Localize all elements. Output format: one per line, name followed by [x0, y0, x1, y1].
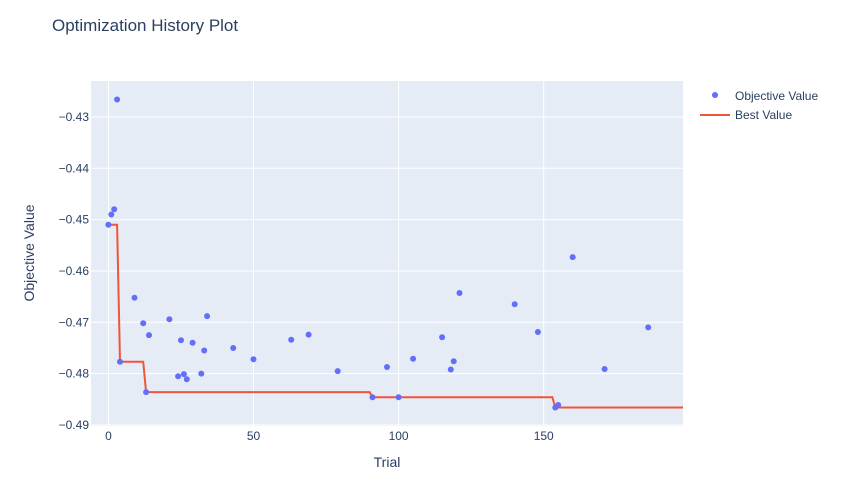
objective-value-point[interactable]	[230, 345, 237, 351]
x-tick-label: 0	[105, 429, 112, 443]
objective-value-point[interactable]	[180, 371, 187, 378]
objective-value-point[interactable]	[131, 294, 138, 301]
objective-value-point[interactable]	[175, 373, 182, 380]
objective-value-point[interactable]	[114, 96, 121, 103]
legend-label-objective: Objective Value	[735, 89, 818, 103]
objective-value-point[interactable]	[178, 337, 184, 344]
y-tick-label: −0.45	[59, 213, 90, 227]
best-value-line	[108, 223, 683, 409]
objective-value-point[interactable]	[140, 320, 147, 327]
objective-value-point[interactable]	[511, 301, 518, 308]
x-tick-labels: 0 50 100 150	[105, 429, 554, 443]
objective-value-point[interactable]	[534, 329, 541, 335]
objective-value-point[interactable]	[198, 370, 205, 377]
y-tick-label: −0.44	[59, 161, 90, 175]
objective-value-point[interactable]	[334, 368, 341, 375]
y-axis-title: Objective Value	[21, 204, 37, 301]
objective-value-point[interactable]	[189, 339, 196, 346]
objective-value-point[interactable]	[456, 290, 463, 296]
objective-value-point[interactable]	[111, 206, 118, 213]
objective-value-point[interactable]	[569, 254, 576, 261]
objective-value-point[interactable]	[108, 211, 115, 218]
objective-value-point[interactable]	[447, 366, 454, 373]
y-gridlines	[91, 116, 683, 426]
objective-value-point[interactable]	[166, 316, 173, 323]
x-tick-label: 50	[247, 429, 261, 443]
objective-value-point[interactable]	[146, 332, 152, 339]
objective-value-point[interactable]	[201, 347, 208, 354]
objective-value-point[interactable]	[117, 358, 123, 365]
x-gridlines	[107, 81, 545, 426]
y-tick-label: −0.47	[59, 315, 90, 329]
legend-marker-objective	[712, 92, 718, 98]
y-tick-labels: −0.43 −0.44 −0.45 −0.46 −0.47 −0.48 −0.49	[59, 110, 90, 432]
legend-item-objective-value[interactable]: Objective Value	[712, 89, 818, 103]
objective-value-point[interactable]	[105, 221, 112, 228]
objective-value-point[interactable]	[645, 324, 652, 331]
objective-value-point[interactable]	[555, 402, 562, 408]
y-tick-label: −0.48	[59, 367, 90, 381]
objective-value-point[interactable]	[439, 334, 446, 341]
y-tick-label: −0.43	[59, 110, 90, 124]
objective-value-point[interactable]	[601, 366, 608, 372]
legend[interactable]: Objective Value Best Value	[700, 89, 818, 122]
objective-value-point[interactable]	[183, 376, 190, 383]
x-tick-label: 100	[389, 429, 409, 443]
objective-value-series	[105, 96, 652, 411]
objective-value-point[interactable]	[369, 394, 376, 401]
y-tick-label: −0.49	[59, 418, 90, 432]
objective-value-point[interactable]	[250, 356, 257, 363]
best-value-series	[108, 223, 683, 409]
objective-value-point[interactable]	[384, 364, 390, 370]
legend-label-best: Best Value	[735, 108, 792, 122]
objective-value-point[interactable]	[305, 331, 312, 338]
y-tick-label: −0.46	[59, 264, 90, 278]
objective-value-point[interactable]	[450, 358, 457, 365]
chart-title: Optimization History Plot	[52, 16, 238, 35]
x-axis-title: Trial	[374, 454, 401, 470]
objective-value-point[interactable]	[204, 313, 211, 320]
objective-value-point[interactable]	[288, 336, 295, 343]
x-tick-label: 150	[534, 429, 554, 443]
objective-value-point[interactable]	[410, 355, 417, 362]
objective-value-point[interactable]	[395, 394, 402, 401]
objective-value-point[interactable]	[143, 389, 150, 396]
legend-item-best-value[interactable]: Best Value	[700, 108, 792, 122]
